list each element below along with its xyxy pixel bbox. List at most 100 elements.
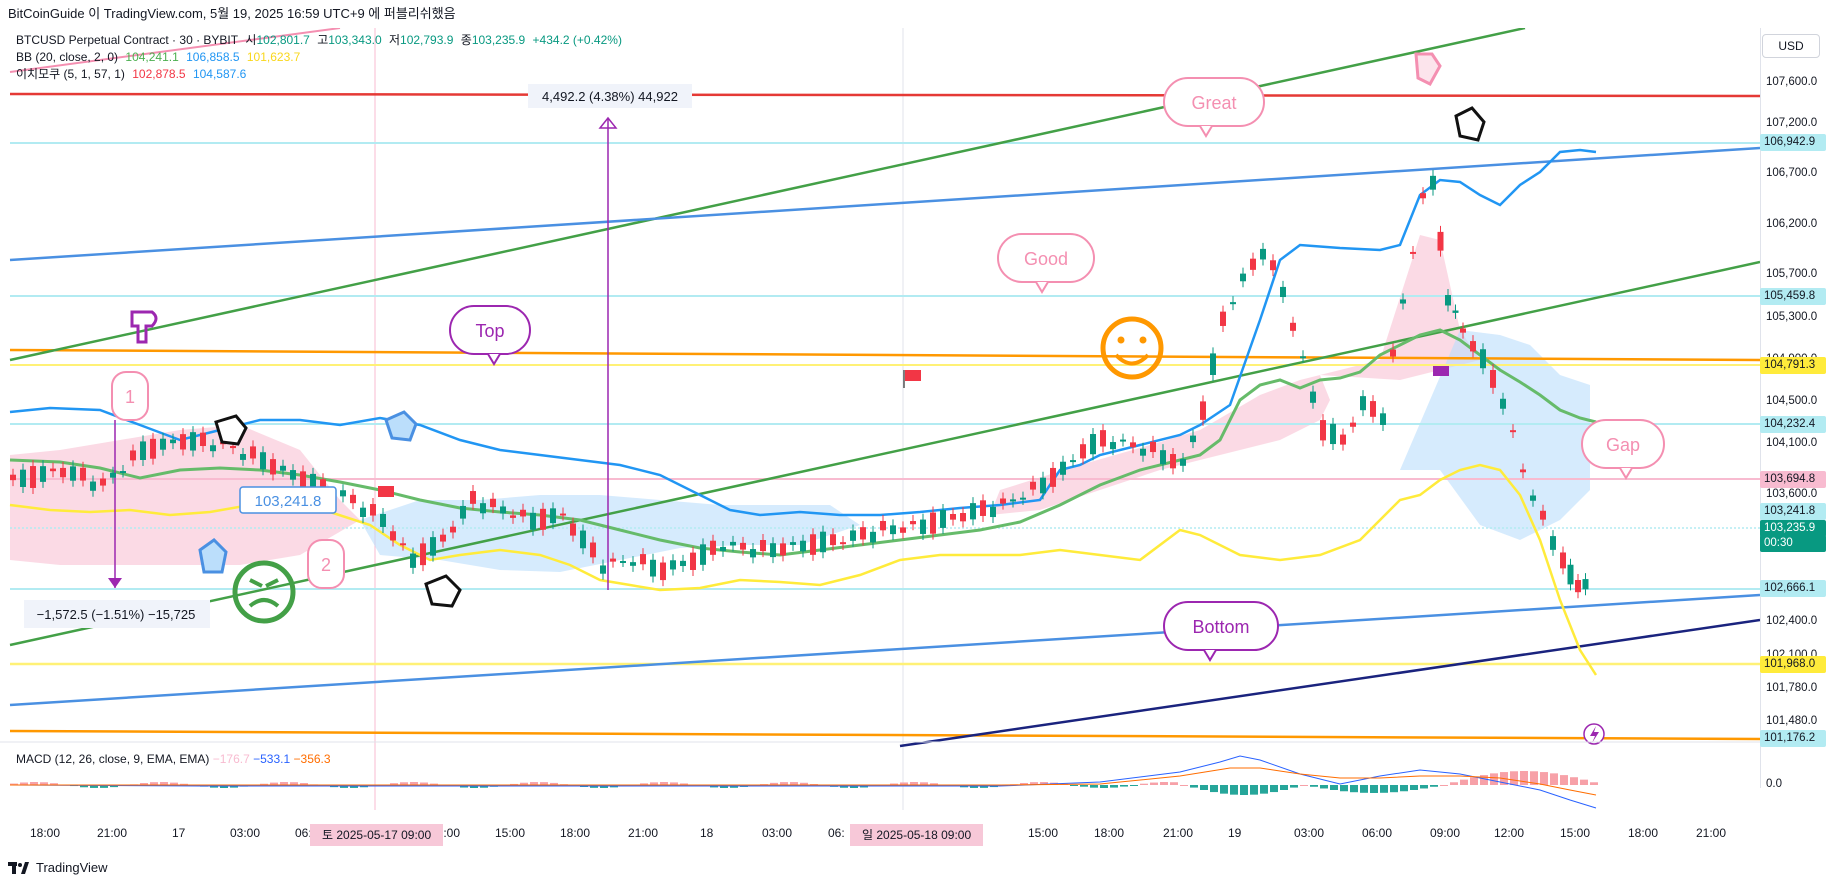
candle-body — [470, 491, 476, 504]
candle-body — [480, 503, 486, 514]
price-tick: 106,700.0 — [1766, 167, 1818, 179]
candle-body — [1530, 495, 1536, 501]
candle-body — [910, 521, 916, 525]
footer-brand[interactable]: TradingView — [8, 858, 108, 878]
time-label: 15:00 — [495, 826, 526, 840]
time-label: 18:00 — [1628, 826, 1659, 840]
macd-bar — [1490, 773, 1498, 785]
macd-bar — [1590, 782, 1598, 785]
candle-body — [1250, 258, 1256, 270]
macd-bar — [1450, 782, 1458, 785]
legend-bb-upper: 106,858.5 — [186, 50, 240, 64]
macd-bar — [920, 782, 928, 785]
macd-bar — [1440, 785, 1448, 786]
pointing-hand-icon — [198, 538, 228, 574]
ichimoku-cloud-blue — [1400, 330, 1590, 540]
candle-body — [120, 471, 126, 474]
time-label: 21:00 — [1696, 826, 1727, 840]
candle-body — [160, 438, 166, 450]
price-tag: 00:30 — [1760, 535, 1826, 552]
legend-ichi-a: 102,878.5 — [132, 67, 186, 81]
candle-body — [1550, 536, 1556, 550]
candle-body — [50, 468, 56, 472]
trendline-green — [9, 28, 1526, 362]
candle-body — [610, 558, 616, 562]
candle-body — [1060, 461, 1066, 475]
candle-body — [1160, 450, 1166, 465]
candle-body — [360, 507, 366, 517]
price-label-text: 103,241.8 — [255, 493, 322, 510]
pointing-hand-icon — [424, 574, 462, 608]
bubble-top — [449, 305, 531, 366]
candle-body — [1020, 497, 1026, 500]
legend-ichimoku[interactable]: 이치모쿠 (5, 1, 57, 1) 102,878.5 104,587.6 — [16, 66, 250, 83]
bubble-gap-text: Gap — [1606, 435, 1640, 455]
candle-body — [740, 542, 746, 550]
measure-up-text: 4,492.2 (4.38%) 44,922 — [542, 89, 678, 104]
candle-body — [1070, 460, 1076, 463]
candle-body — [880, 520, 886, 531]
price-tick: 106,200.0 — [1766, 218, 1818, 230]
legend-ichi-b: 104,587.6 — [192, 67, 247, 81]
time-label: 03:00 — [230, 826, 261, 840]
price-tag: 103,694.8 — [1760, 471, 1826, 488]
measure-down-box — [24, 600, 210, 628]
time-label: 12:00 — [1494, 826, 1525, 840]
smile-icon — [1100, 316, 1164, 380]
candle-body — [420, 543, 426, 566]
candle-body — [1040, 477, 1046, 494]
price-tick: 103,600.0 — [1766, 488, 1818, 500]
time-label: 06:00 — [1362, 826, 1393, 840]
legend-macd-signal: −356.3 — [293, 752, 331, 766]
chart-canvas[interactable]: Top Good Great Gap Bottom 1 2 4,492.2 (4… — [0, 28, 1760, 846]
candle-body — [900, 527, 906, 533]
macd-bar — [660, 782, 668, 785]
price-tick: 101,780.0 — [1766, 682, 1818, 694]
currency-button[interactable]: USD — [1762, 34, 1820, 58]
candle-body — [1560, 552, 1566, 569]
legend-macd[interactable]: MACD (12, 26, close, 9, EMA, EMA) −176.7… — [16, 752, 331, 766]
candle-body — [1410, 251, 1416, 254]
trendline-blue — [9, 593, 1760, 707]
candle-body — [30, 466, 36, 488]
candle-body — [680, 560, 686, 567]
legend-bb[interactable]: BB (20, close, 2, 0) 104,241.1 106,858.5… — [16, 49, 304, 66]
macd-bar — [1140, 783, 1148, 785]
candle-body — [920, 519, 926, 534]
candle-body — [780, 543, 786, 556]
time-label: 03:00 — [1294, 826, 1325, 840]
candle-body — [1510, 430, 1516, 433]
candle-body — [150, 438, 156, 459]
candle-body — [60, 467, 66, 478]
pointing-hand-icon — [214, 414, 248, 446]
candle-body — [180, 434, 186, 450]
candle-body — [550, 508, 556, 524]
pointing-hand-icon — [384, 410, 418, 442]
macd-bar — [1150, 782, 1158, 785]
bubble-num-2 — [307, 539, 345, 589]
macd-bar — [1270, 785, 1278, 793]
macd-bar — [90, 785, 98, 788]
measure-up-box — [528, 84, 692, 108]
level-orange — [9, 348, 1760, 362]
macd-bar — [1080, 785, 1088, 787]
candle-body — [980, 500, 986, 516]
macd-bar — [100, 785, 108, 788]
macd-bar — [1530, 771, 1538, 785]
candle-body — [850, 530, 856, 541]
bubble-bottom — [1163, 601, 1279, 662]
macd-bar — [510, 783, 518, 785]
macd-bar — [160, 782, 168, 785]
macd-bar — [20, 782, 28, 785]
trendline-blue — [9, 146, 1760, 262]
candle-body — [1150, 441, 1156, 453]
candle-body — [1170, 454, 1176, 469]
candle-body — [380, 513, 386, 527]
candle-body — [1190, 435, 1196, 443]
bubble-bottom-text: Bottom — [1192, 617, 1249, 637]
bb-basis-line — [9, 328, 1597, 557]
macd-bar — [1120, 785, 1128, 787]
macd-histogram — [10, 771, 1598, 795]
price-axis[interactable] — [1760, 28, 1835, 788]
macd-bar — [810, 783, 818, 785]
